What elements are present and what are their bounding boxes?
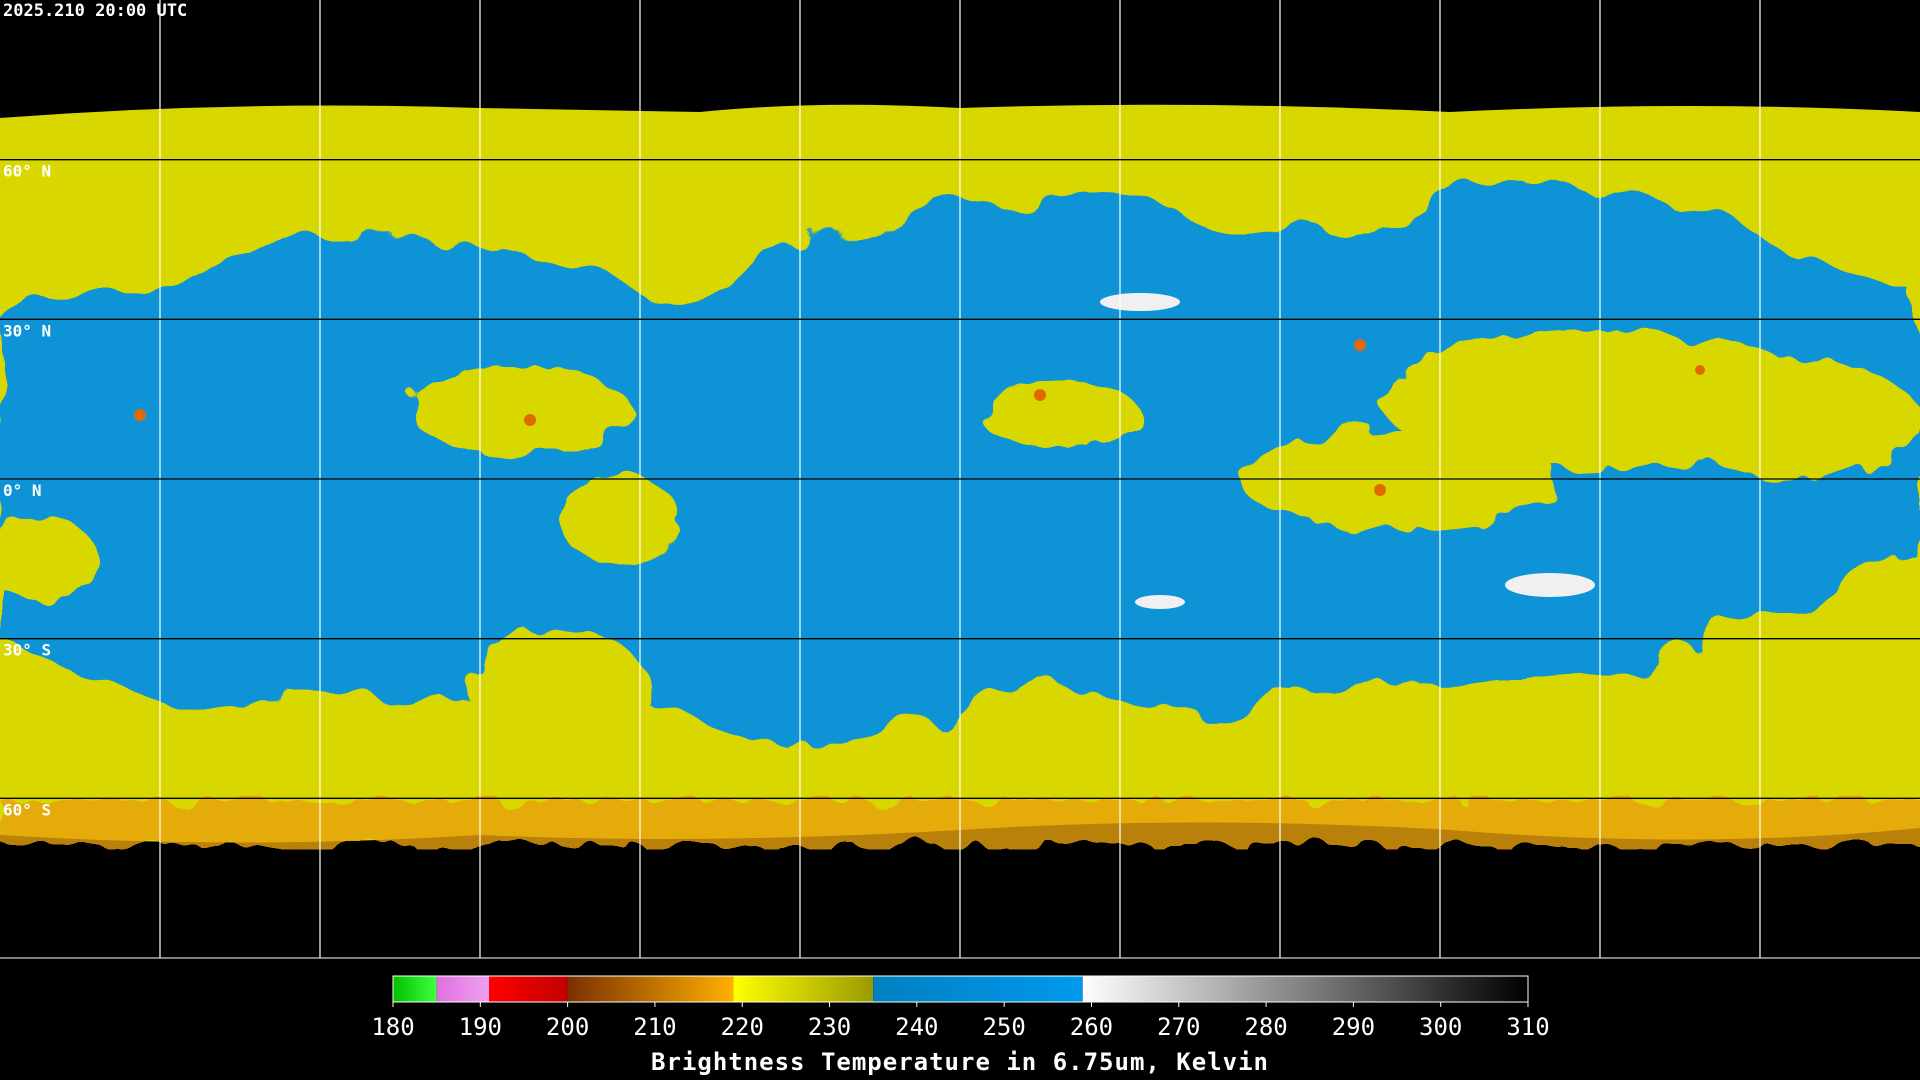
latitude-label: 0° N [3,481,42,500]
latitude-label: 60° S [3,800,51,819]
colorbar-tick-label: 220 [721,1013,764,1041]
latitude-label: 30° N [3,321,51,340]
latitude-label: 60° N [3,162,51,181]
colorbar-tick-label: 310 [1506,1013,1549,1041]
colorbar-tick-label: 230 [808,1013,851,1041]
colorbar-tick-label: 200 [546,1013,589,1041]
colorbar-segment [873,976,1083,1002]
deep-convection [134,339,1705,496]
colorbar-segment [489,976,568,1002]
timestamp: 2025.210 20:00 UTC [3,1,187,21]
colorbar-tick-label: 190 [459,1013,502,1041]
colorbar-segment [567,976,734,1002]
colorbar-tick-label: 270 [1157,1013,1200,1041]
colorbar-tick-label: 180 [371,1013,414,1041]
colorbar-tick-label: 250 [982,1013,1025,1041]
colorbar-tick-label: 240 [895,1013,938,1041]
colorbar-title: Brightness Temperature in 6.75um, Kelvin [651,1048,1269,1076]
latitude-label: 30° S [3,641,51,660]
colorbar-tick-label: 290 [1332,1013,1375,1041]
colorbar-tick-label: 260 [1070,1013,1113,1041]
colorbar-frame [392,975,1529,1003]
colorbar-tick-label: 210 [633,1013,676,1041]
colorbar-tick-label: 300 [1419,1013,1462,1041]
colorbar-segment [436,976,490,1002]
colorbar-segment [393,976,437,1002]
colorbar-segment [733,976,874,1002]
colorbar-segment [1082,976,1528,1002]
colorbar-tick-label: 280 [1244,1013,1287,1041]
